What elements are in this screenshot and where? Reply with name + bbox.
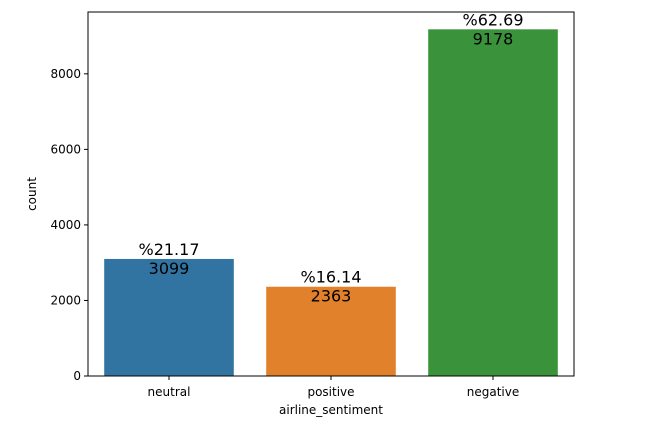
y-axis: 0 2000 4000 6000 8000 [50,67,88,383]
x-tick-label-neutral: neutral [148,385,191,399]
x-tick-label-negative: negative [467,385,519,399]
y-tick-label-4000: 4000 [50,218,81,232]
bars-group [104,29,558,376]
y-tick-label-0: 0 [73,369,81,383]
x-axis-label: airline_sentiment [279,403,383,417]
bar-neutral [104,258,234,376]
count-label-negative: 9178 [473,29,514,48]
bar-negative [428,29,558,376]
y-tick-label-6000: 6000 [50,142,81,156]
count-label-positive: 2363 [311,287,352,306]
x-axis: neutral positive negative [148,376,519,399]
bar-positive [266,286,396,376]
percent-label-neutral: %21.17 [138,240,199,259]
y-tick-label-2000: 2000 [50,293,81,307]
x-tick-label-positive: positive [307,385,354,399]
count-label-neutral: 3099 [149,259,190,278]
y-tick-label-8000: 8000 [50,67,81,81]
percent-label-negative: %62.69 [462,10,523,29]
percent-label-positive: %16.14 [300,268,361,287]
y-axis-label: count [25,177,39,211]
